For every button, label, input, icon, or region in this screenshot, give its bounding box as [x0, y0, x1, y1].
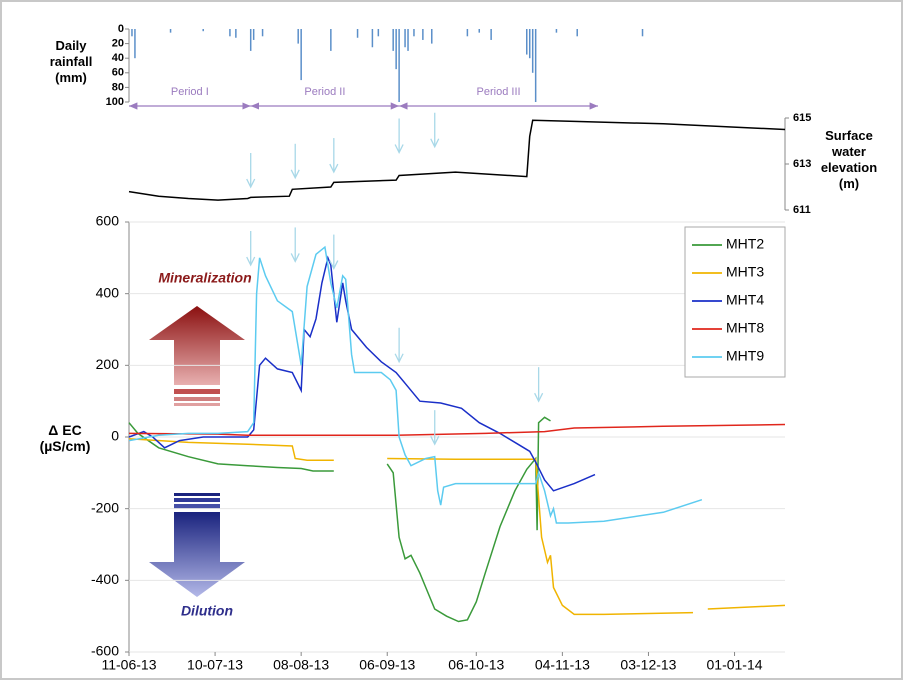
event-arrow-head	[246, 256, 256, 267]
y-tick-label: 200	[96, 356, 120, 372]
dilution-arrow	[149, 493, 245, 597]
ec-axis-label: Δ EC (µS/cm)	[39, 422, 91, 454]
rain-bar	[466, 29, 469, 37]
rain-bar	[330, 29, 332, 51]
rain-bar	[392, 29, 394, 51]
y-tick-label: 613	[793, 158, 811, 170]
y-tick-label: 600	[96, 213, 120, 229]
event-arrow-head	[430, 138, 440, 149]
y-tick-label: 0	[111, 428, 119, 444]
period-label: Period I	[171, 86, 209, 98]
y-tick-label: 0	[118, 23, 124, 35]
rain-bar	[202, 29, 204, 32]
event-arrow-head	[290, 169, 300, 180]
event-arrow-head	[430, 435, 440, 446]
period-label: Period III	[477, 86, 521, 98]
rain-bar	[531, 29, 534, 73]
rain-bar	[300, 29, 302, 81]
legend-label: MHT2	[726, 236, 764, 252]
y-tick-label: 615	[793, 112, 811, 124]
mineralization-arrow	[149, 306, 245, 406]
y-tick-label: -200	[91, 499, 119, 515]
elevation-axis-label: Surface water elevation (m)	[820, 128, 878, 191]
rain-bar	[431, 29, 433, 44]
rain-bar	[395, 29, 397, 70]
rain-bar	[134, 29, 136, 59]
series-line	[128, 119, 786, 201]
rain-bar	[404, 29, 406, 48]
y-tick-label: -600	[91, 643, 119, 659]
legend-label: MHT3	[726, 264, 764, 280]
x-tick-label: 06-09-13	[359, 657, 415, 673]
y-tick-label: 100	[106, 96, 124, 108]
event-arrow-head	[246, 178, 256, 189]
rain-bar	[528, 29, 531, 59]
rain-bar	[377, 29, 380, 37]
series-line	[128, 423, 786, 436]
rain-bar	[526, 29, 528, 55]
rain-bar	[534, 29, 537, 102]
rain-bar	[422, 29, 424, 40]
rain-bar	[356, 29, 359, 38]
rain-bar	[229, 29, 231, 37]
rain-bar	[413, 29, 415, 37]
rain-bar	[169, 29, 172, 33]
x-tick-label: 01-01-14	[707, 657, 763, 673]
event-arrow-head	[329, 163, 339, 174]
rain-bar	[131, 29, 133, 37]
rain-bar	[398, 29, 400, 102]
x-tick-label: 06-10-13	[448, 657, 504, 673]
rainfall-axis-label: Daily rainfall (mm)	[49, 38, 93, 85]
y-tick-label: 20	[112, 38, 124, 50]
y-tick-label: 60	[112, 67, 124, 79]
rain-bar	[407, 29, 409, 51]
period-label: Period II	[304, 86, 345, 98]
legend-box	[684, 226, 786, 378]
x-tick-label: 11-06-13	[101, 657, 156, 673]
rain-bar	[641, 29, 644, 37]
y-tick-label: 400	[96, 284, 120, 300]
event-arrow-head	[394, 144, 404, 154]
y-tick-label: 40	[112, 52, 124, 64]
rain-bar	[261, 29, 264, 37]
legend-label: MHT8	[726, 320, 764, 336]
rain-bar	[235, 29, 237, 38]
rain-bar	[371, 29, 374, 48]
legend-label: MHT4	[726, 292, 764, 308]
rain-bar	[490, 29, 492, 40]
series-line	[128, 438, 786, 616]
y-tick-label: -400	[91, 571, 119, 587]
annotation: Dilution	[181, 603, 233, 619]
event-arrow-head	[329, 260, 339, 271]
event-arrow-head	[290, 253, 300, 263]
rain-bar	[297, 29, 299, 44]
rain-bar	[555, 29, 558, 33]
legend-label: MHT9	[726, 348, 764, 364]
x-tick-label: 03-12-13	[620, 657, 676, 673]
rain-bar	[576, 29, 578, 37]
rain-bar	[249, 29, 252, 51]
series-line	[128, 245, 703, 524]
rain-bar	[252, 29, 255, 40]
x-tick-label: 08-08-13	[273, 657, 329, 673]
event-arrow-head	[394, 353, 404, 364]
x-tick-label: 10-07-13	[187, 657, 243, 673]
event-arrow-head	[534, 392, 544, 403]
y-tick-label: 80	[112, 81, 124, 93]
x-tick-label: 04-11-13	[535, 657, 590, 673]
y-tick-label: 611	[793, 204, 811, 216]
annotation: Mineralization	[158, 270, 251, 286]
rain-bar	[478, 29, 481, 33]
